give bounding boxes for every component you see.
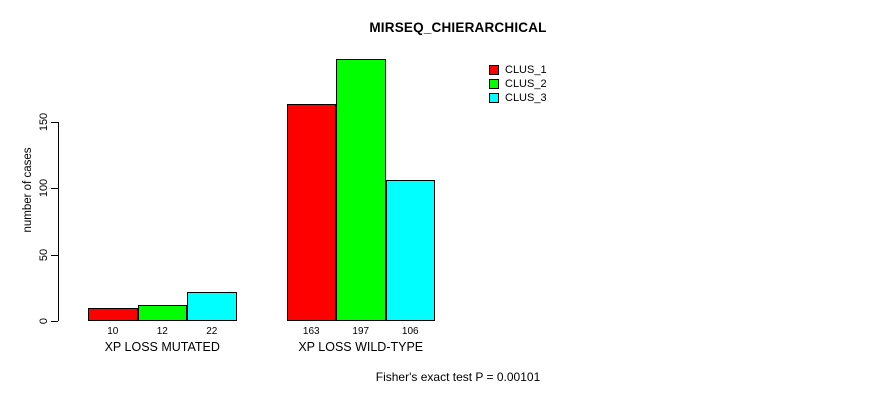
legend-color-swatch <box>489 79 499 89</box>
legend-color-swatch <box>489 93 499 103</box>
category-label: XP LOSS MUTATED <box>104 340 220 354</box>
annotation-text: Fisher's exact test P = 0.00101 <box>375 370 541 384</box>
y-tick-label: 0 <box>38 317 50 325</box>
bar-clus_2 <box>137 305 187 321</box>
bar-clus_3 <box>385 180 435 321</box>
y-axis-line <box>58 121 59 321</box>
y-axis-tick <box>51 321 58 322</box>
bar-value-label: 163 <box>302 326 320 337</box>
bar-clus_2 <box>336 58 386 321</box>
y-axis-tick <box>51 121 58 123</box>
legend-label: CLUS_1 <box>505 64 547 76</box>
legend-label: CLUS_2 <box>505 78 547 90</box>
y-tick-label: 50 <box>38 248 50 261</box>
bar-clus_3 <box>187 291 237 321</box>
bar-clus_1 <box>88 307 138 321</box>
bar-value-label: 10 <box>107 326 119 337</box>
legend-label: CLUS_3 <box>505 92 547 104</box>
bar-value-label: 197 <box>352 326 370 337</box>
legend: CLUS_1 CLUS_2 CLUS_3 <box>489 63 547 105</box>
bar-value-label: 22 <box>206 326 218 337</box>
bar-value-label: 106 <box>401 326 419 337</box>
y-axis-label: number of cases <box>22 147 34 233</box>
legend-item: CLUS_1 <box>489 63 547 77</box>
y-tick-label: 150 <box>38 112 50 131</box>
bar-clus_1 <box>286 104 336 321</box>
legend-item: CLUS_3 <box>489 91 547 105</box>
y-axis-tick <box>51 188 58 189</box>
chart-title: MIRSEQ_CHIERARCHICAL <box>369 20 547 35</box>
legend-item: CLUS_2 <box>489 77 547 91</box>
y-axis-tick <box>51 254 58 256</box>
legend-color-swatch <box>489 65 499 75</box>
category-label: XP LOSS WILD-TYPE <box>298 340 424 354</box>
y-tick-label: 100 <box>38 178 50 198</box>
bar-value-label: 12 <box>156 326 168 337</box>
